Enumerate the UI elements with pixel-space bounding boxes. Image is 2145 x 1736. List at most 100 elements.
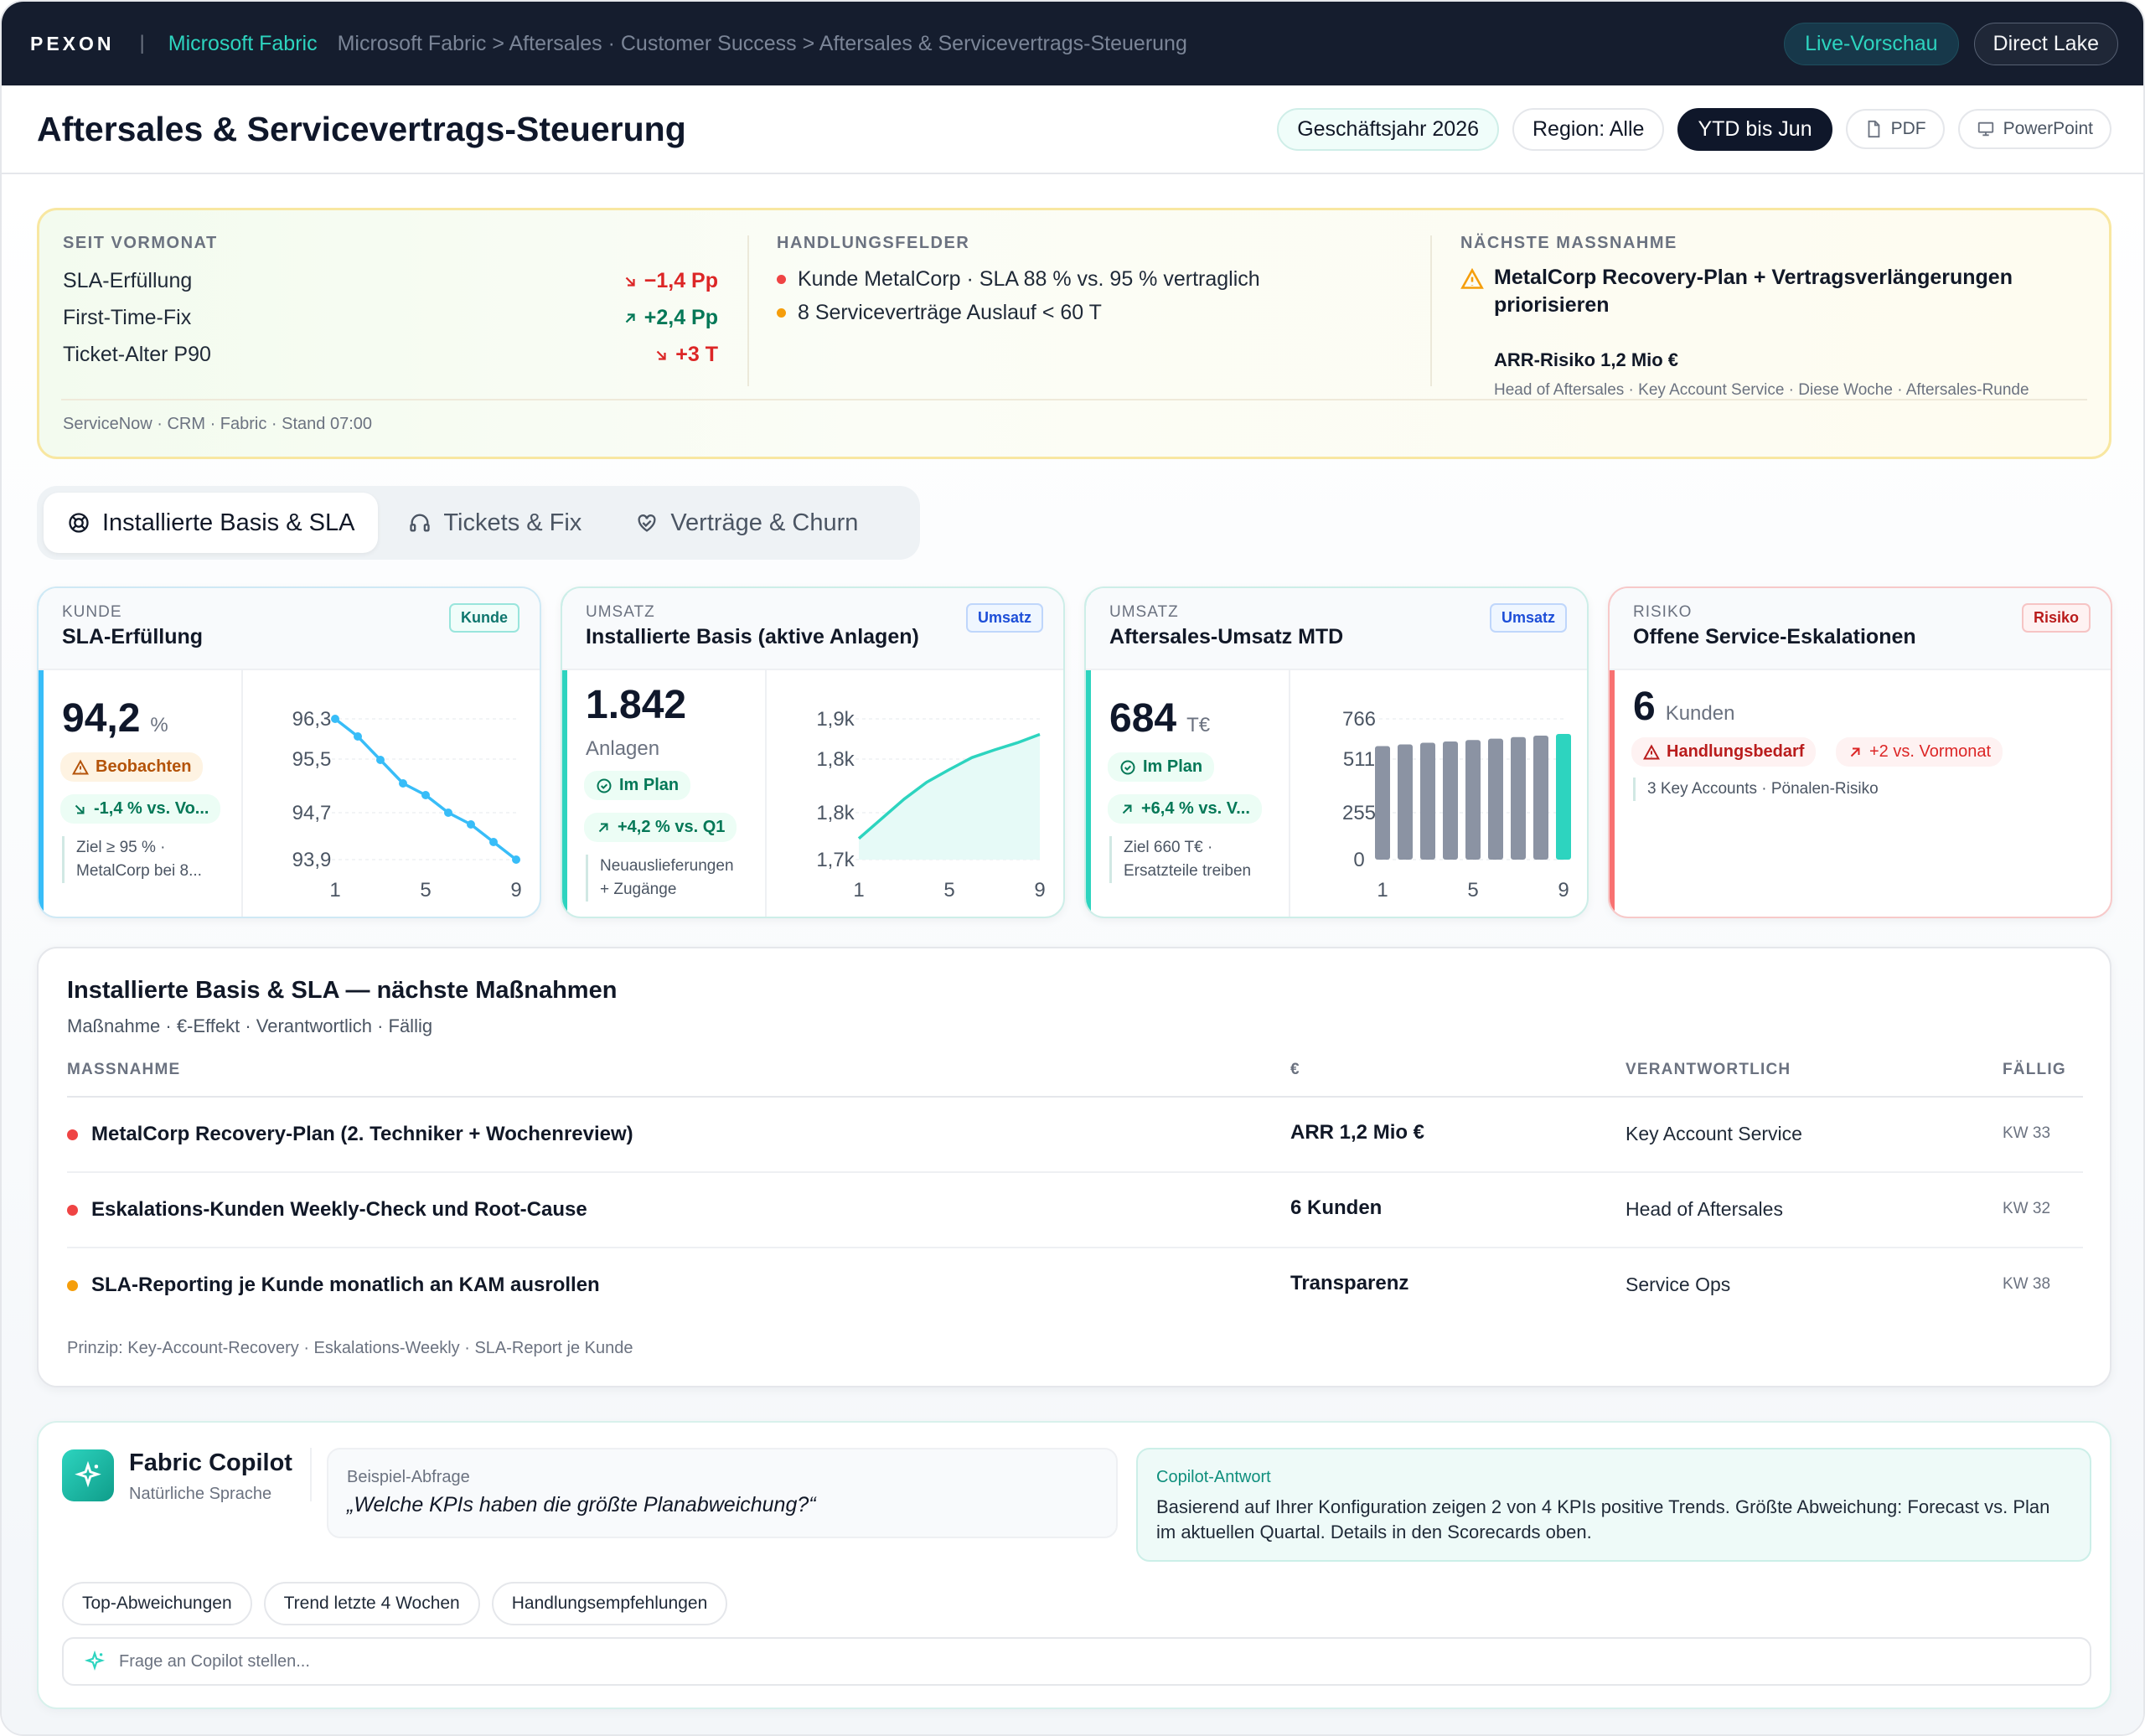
- kpi-value: 684 T€: [1109, 696, 1211, 741]
- kpi-note: 3 Key Accounts · Pönalen-Risiko: [1633, 778, 2069, 801]
- kpi-value: 94,2%: [62, 696, 168, 741]
- priority-dot: [67, 1279, 78, 1291]
- data-point: [512, 855, 520, 864]
- bar: [1375, 746, 1390, 860]
- section-heading: NÄCHSTE MASSNAHME: [1460, 234, 1677, 252]
- copilot-input-box[interactable]: [62, 1637, 2091, 1686]
- breadcrumb-app[interactable]: Microsoft Fabric: [168, 31, 318, 55]
- column-header-measure: MASSNAHME: [67, 1061, 181, 1078]
- kpi-tag: Risiko: [2021, 603, 2091, 633]
- warning-icon: [1643, 743, 1660, 759]
- effect-cell: Transparenz: [1290, 1272, 1409, 1294]
- y-tick-label: 0: [1353, 849, 1364, 871]
- copilot-panel: Fabric Copilot Natürliche Sprache Beispi…: [37, 1421, 2111, 1709]
- suggestion-recommendations[interactable]: Handlungsempfehlungen: [491, 1582, 728, 1625]
- bar: [1398, 744, 1413, 860]
- sparkle-icon: [84, 1651, 106, 1671]
- fiscal-year-filter[interactable]: Geschäftsjahr 2026: [1277, 107, 1499, 151]
- priority-dot: [67, 1129, 78, 1140]
- divider: [67, 1096, 2083, 1098]
- page-header: Aftersales & Servicevertrags-Steuerung G…: [2, 85, 2143, 174]
- table-row[interactable]: SLA-Reporting je Kunde monatlich an KAM …: [67, 1248, 2083, 1324]
- next-action-title: MetalCorp Recovery-Plan + Vertragsverlän…: [1494, 266, 2013, 317]
- card-header: UMSATZ Aftersales-Umsatz MTD Umsatz: [1086, 588, 1587, 670]
- kpi-tag: Umsatz: [1489, 603, 1567, 633]
- suggestion-trend-4-weeks[interactable]: Trend letzte 4 Wochen: [263, 1582, 480, 1625]
- status-badge: Handlungsbedarf: [1631, 737, 1817, 767]
- example-query[interactable]: Beispiel-Abfrage „Welche KPIs haben die …: [327, 1448, 1118, 1538]
- tab-installed-base-sla[interactable]: Installierte Basis & SLA: [44, 493, 379, 553]
- kpi-tag: Umsatz: [965, 603, 1043, 633]
- metric-label: First-Time-Fix: [63, 306, 192, 329]
- separator: |: [139, 32, 145, 54]
- effect-cell: 6 Kunden: [1290, 1196, 1383, 1219]
- kpi-card-sla[interactable]: KUNDE SLA-Erfüllung Kunde 94,2% Beobacht…: [37, 586, 541, 918]
- x-tick-label: 5: [420, 879, 431, 902]
- table-row[interactable]: Eskalations-Kunden Weekly-Check und Root…: [67, 1173, 2083, 1248]
- kpi-card-installed-base[interactable]: UMSATZ Installierte Basis (aktive Anlage…: [561, 586, 1065, 918]
- data-point: [331, 715, 339, 723]
- summary-panel: SEIT VORMONAT SLA-Erfüllung −1,4 Pp Firs…: [37, 208, 2111, 459]
- x-tick-label: 5: [943, 879, 954, 902]
- copilot-answer: Copilot-Antwort Basierend auf Ihrer Konf…: [1136, 1448, 2091, 1562]
- bar: [1465, 740, 1481, 860]
- divider: [747, 235, 749, 386]
- data-point: [354, 732, 362, 741]
- arrow-up-right-icon: [1122, 804, 1132, 814]
- period-filter[interactable]: YTD bis Jun: [1677, 107, 1832, 151]
- trend-badge: +2 vs. Vormonat: [1836, 737, 2003, 767]
- brand-logo: PEXON: [30, 32, 115, 54]
- priority-dot: [67, 1204, 78, 1216]
- y-tick-label: 1,7k: [816, 849, 855, 871]
- divider: [61, 399, 2087, 400]
- action-fields-section: HANDLUNGSFELDER Kunde MetalCorp · SLA 88…: [777, 234, 1430, 393]
- status-badge: Im Plan: [584, 771, 691, 800]
- metric-delta: +3 T: [654, 343, 718, 367]
- copilot-title: Fabric Copilot: [129, 1449, 292, 1476]
- x-tick-label: 9: [1034, 879, 1045, 902]
- kpi-card-aftersales-revenue[interactable]: UMSATZ Aftersales-Umsatz MTD Umsatz 684 T…: [1084, 586, 1589, 918]
- copilot-input[interactable]: [119, 1651, 2046, 1671]
- arrow-down-right-icon: [656, 350, 666, 360]
- live-preview-badge[interactable]: Live-Vorschau: [1784, 22, 1959, 65]
- tab-contracts-churn[interactable]: Verträge & Churn: [612, 493, 881, 553]
- kpi-value: 6 Kunden: [1633, 685, 1735, 729]
- y-tick-label: 766: [1342, 708, 1376, 731]
- headset-icon: [410, 514, 431, 532]
- pdf-export-button[interactable]: PDF: [1845, 109, 1945, 149]
- suggestion-top-deviations[interactable]: Top-Abweichungen: [62, 1582, 252, 1625]
- tab-bar: Installierte Basis & SLA Tickets & Fix V…: [37, 486, 920, 560]
- y-tick-label: 511: [1343, 748, 1375, 771]
- metric-row: Ticket-Alter P90 +3 T: [63, 343, 718, 367]
- arrow-up-right-icon: [625, 313, 635, 323]
- table-row[interactable]: MetalCorp Recovery-Plan (2. Techniker + …: [67, 1098, 2083, 1173]
- direct-lake-badge[interactable]: Direct Lake: [1973, 22, 2118, 65]
- next-action-risk: ARR-Risiko 1,2 Mio €: [1494, 349, 1679, 370]
- divider: [1430, 235, 1432, 386]
- panel-title: Installierte Basis & SLA — nächste Maßna…: [67, 977, 618, 1004]
- y-tick-label: 1,8k: [816, 748, 855, 771]
- data-point: [467, 820, 475, 829]
- powerpoint-export-button[interactable]: PowerPoint: [1957, 109, 2111, 149]
- y-tick-label: 1,8k: [816, 802, 855, 824]
- arrow-down-right-icon: [75, 804, 85, 814]
- aftersales-revenue-chart-svg: 766 511 255 01 5 9: [1342, 708, 1571, 902]
- breadcrumb[interactable]: Microsoft Fabric > Aftersales · Customer…: [337, 31, 1187, 55]
- data-point: [489, 838, 498, 846]
- metric-row: SLA-Erfüllung −1,4 Pp: [63, 269, 718, 293]
- measure-cell: SLA-Reporting je Kunde monatlich an KAM …: [67, 1274, 600, 1297]
- copilot-subtitle: Natürliche Sprache: [129, 1485, 272, 1503]
- kpi-category: UMSATZ: [586, 603, 655, 621]
- page-title: Aftersales & Servicevertrags-Steuerung: [37, 109, 686, 148]
- answer-text: Basierend auf Ihrer Konfiguration zeigen…: [1156, 1496, 2050, 1542]
- kpi-card-escalations[interactable]: RISIKO Offene Service-Eskalationen Risik…: [1608, 586, 2112, 918]
- data-point: [444, 809, 452, 817]
- column-header-due: FÄLLIG: [2003, 1061, 2066, 1078]
- powerpoint-label: PowerPoint: [2003, 119, 2093, 138]
- series-line: [857, 732, 1041, 840]
- kpi-title: Offene Service-Eskalationen: [1633, 625, 1916, 648]
- region-filter[interactable]: Region: Alle: [1512, 107, 1665, 151]
- accent-bar: [39, 588, 44, 917]
- top-bar: PEXON | Microsoft Fabric Microsoft Fabri…: [2, 2, 2143, 85]
- tab-tickets-fix[interactable]: Tickets & Fix: [385, 493, 605, 553]
